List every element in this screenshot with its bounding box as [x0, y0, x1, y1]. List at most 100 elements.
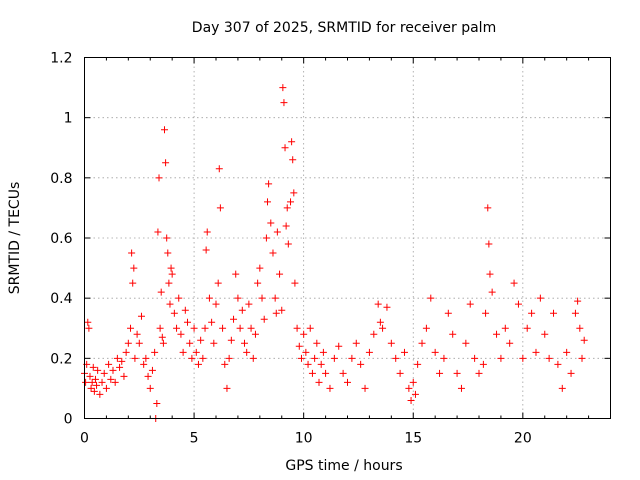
y-tick-label: 1: [64, 111, 73, 127]
data-point: [319, 348, 327, 356]
data-point: [486, 270, 494, 278]
data-point: [203, 228, 211, 236]
data-point: [160, 126, 168, 134]
data-point: [202, 246, 210, 254]
data-point: [254, 279, 262, 287]
data-point: [580, 336, 588, 344]
y-tick-label: 0.8: [50, 171, 72, 187]
data-point: [400, 348, 408, 356]
data-point: [541, 330, 549, 338]
data-point: [120, 372, 128, 380]
data-point: [215, 165, 223, 173]
data-points: [81, 84, 588, 422]
data-point: [387, 339, 395, 347]
data-point: [236, 324, 244, 332]
data-point: [148, 366, 156, 374]
y-axis-title: SRMTID / TECUs: [7, 182, 23, 295]
data-point: [181, 306, 189, 314]
data-point: [240, 339, 248, 347]
data-point: [392, 354, 400, 362]
data-point: [436, 369, 444, 377]
data-point: [379, 324, 387, 332]
data-point: [177, 330, 185, 338]
data-point: [116, 363, 124, 371]
data-point: [411, 390, 419, 398]
data-point: [192, 348, 200, 356]
data-point: [102, 384, 110, 392]
data-point: [282, 222, 290, 230]
data-point: [348, 354, 356, 362]
data-point: [300, 330, 308, 338]
data-point: [567, 369, 575, 377]
data-point: [118, 357, 126, 365]
data-point: [431, 348, 439, 356]
data-point: [357, 360, 365, 368]
data-point: [339, 369, 347, 377]
x-tick-label: 15: [404, 431, 422, 447]
data-point: [234, 294, 242, 302]
data-point: [184, 318, 192, 326]
data-point: [269, 249, 277, 257]
data-point: [230, 315, 238, 323]
data-point: [405, 384, 413, 392]
data-point: [304, 360, 312, 368]
y-tick-label: 0.6: [50, 231, 72, 247]
data-point: [199, 354, 207, 362]
data-point: [124, 339, 132, 347]
data-point: [344, 378, 351, 386]
data-point: [545, 354, 553, 362]
data-point: [322, 369, 330, 377]
data-point: [288, 138, 296, 146]
data-point: [247, 324, 255, 332]
data-point: [232, 270, 240, 278]
data-point: [210, 339, 218, 347]
data-point: [165, 279, 173, 287]
data-point: [313, 339, 321, 347]
y-tick-label: 0: [64, 412, 73, 428]
data-point: [291, 279, 299, 287]
data-point: [558, 384, 566, 392]
y-tick-label: 0.4: [50, 291, 72, 307]
data-point: [484, 204, 492, 212]
data-point: [245, 300, 253, 308]
data-point: [315, 378, 323, 386]
data-point: [407, 396, 415, 404]
data-point: [278, 306, 286, 314]
data-point: [109, 366, 117, 374]
data-point: [281, 144, 289, 152]
data-point: [258, 294, 266, 302]
data-point: [105, 360, 113, 368]
data-point: [251, 330, 259, 338]
data-point: [96, 390, 104, 398]
data-point: [186, 339, 194, 347]
data-point: [317, 360, 325, 368]
data-point: [383, 303, 391, 311]
grid: [84, 57, 611, 419]
data-point: [376, 318, 384, 326]
data-point: [265, 180, 273, 188]
data-point: [554, 360, 562, 368]
data-point: [519, 354, 527, 362]
x-tick-label: 20: [514, 431, 532, 447]
data-point: [89, 363, 97, 371]
data-point: [290, 189, 298, 197]
data-point: [370, 330, 378, 338]
data-point: [295, 342, 303, 350]
data-point: [271, 294, 279, 302]
data-point: [289, 156, 297, 164]
chart-title: Day 307 of 2025, SRMTID for receiver pal…: [192, 20, 496, 36]
data-point: [279, 84, 287, 92]
data-point: [501, 324, 509, 332]
data-point: [212, 300, 220, 308]
data-point: [574, 297, 582, 305]
data-point: [283, 204, 291, 212]
data-point: [302, 348, 310, 356]
data-point: [273, 228, 281, 236]
data-point: [214, 279, 222, 287]
x-axis-title: GPS time / hours: [285, 458, 402, 474]
data-point: [462, 339, 470, 347]
data-point: [131, 354, 139, 362]
data-point: [264, 198, 272, 206]
data-point: [365, 348, 373, 356]
data-point: [163, 234, 171, 242]
